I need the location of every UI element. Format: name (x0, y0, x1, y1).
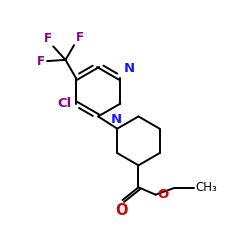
Text: CH₃: CH₃ (196, 181, 217, 194)
Text: Cl: Cl (57, 97, 71, 110)
Text: F: F (76, 31, 84, 44)
Text: N: N (110, 113, 122, 126)
Text: O: O (115, 203, 128, 218)
Text: F: F (37, 54, 45, 68)
Text: O: O (158, 188, 169, 201)
Text: N: N (123, 62, 134, 76)
Text: F: F (44, 32, 52, 45)
